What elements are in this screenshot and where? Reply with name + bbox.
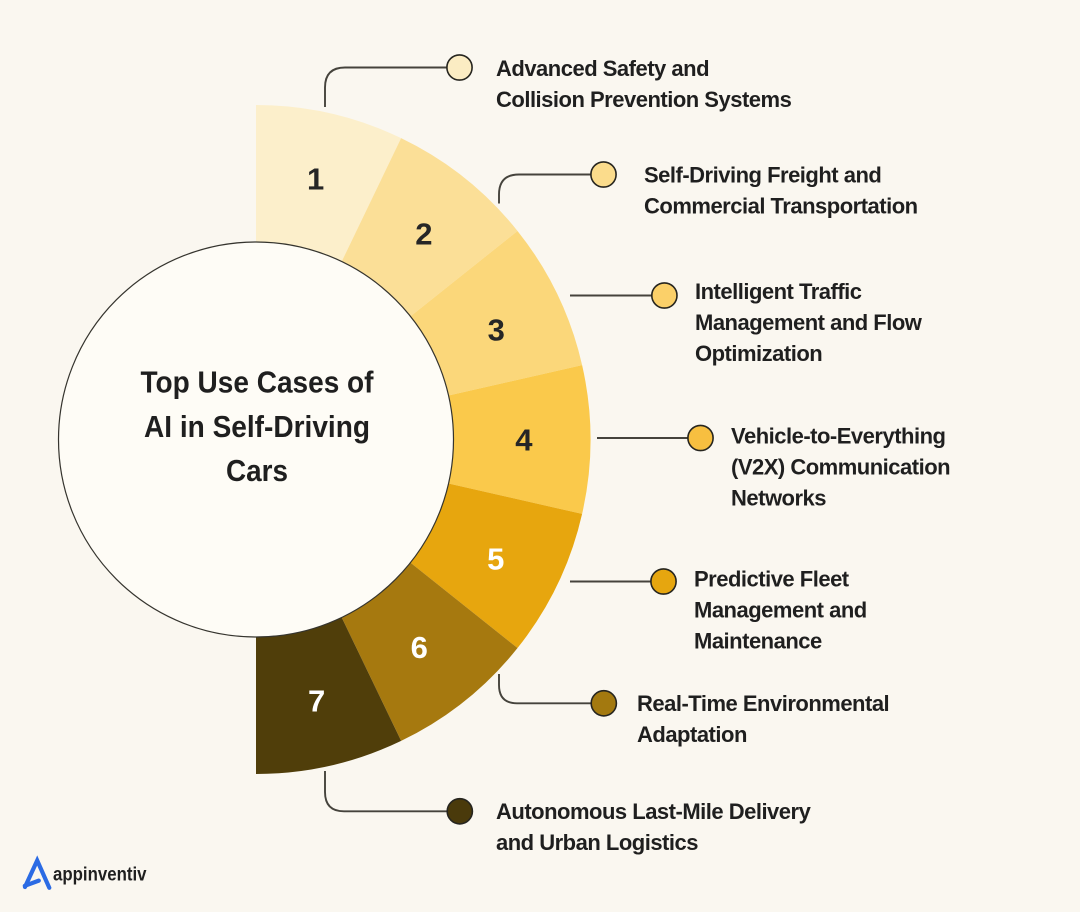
svg-text:Maintenance: Maintenance	[694, 629, 822, 654]
svg-text:7: 7	[308, 684, 325, 719]
svg-text:(V2X) Communication: (V2X) Communication	[731, 455, 950, 480]
svg-text:AI in Self-Driving: AI in Self-Driving	[144, 410, 370, 444]
svg-text:Optimization: Optimization	[695, 341, 822, 366]
svg-text:Advanced Safety and: Advanced Safety and	[496, 56, 709, 81]
svg-text:5: 5	[487, 541, 504, 576]
svg-text:and Urban Logistics: and Urban Logistics	[496, 830, 698, 855]
svg-text:Top Use Cases of: Top Use Cases of	[141, 366, 375, 400]
svg-text:Networks: Networks	[731, 486, 826, 511]
svg-text:2: 2	[415, 217, 432, 252]
svg-text:Management and Flow: Management and Flow	[695, 310, 923, 335]
svg-text:Autonomous Last-Mile Delivery: Autonomous Last-Mile Delivery	[496, 799, 812, 824]
svg-text:1: 1	[307, 162, 324, 197]
svg-text:Self-Driving Freight and: Self-Driving Freight and	[644, 163, 881, 188]
svg-text:Adaptation: Adaptation	[637, 722, 747, 747]
svg-text:Collision Prevention Systems: Collision Prevention Systems	[496, 87, 792, 112]
svg-text:4: 4	[515, 423, 533, 458]
svg-text:Commercial Transportation: Commercial Transportation	[644, 194, 918, 219]
svg-text:Real-Time Environmental: Real-Time Environmental	[637, 691, 889, 716]
svg-text:appinventiv: appinventiv	[53, 864, 147, 886]
svg-text:Intelligent Traffic: Intelligent Traffic	[695, 279, 862, 304]
svg-text:Cars: Cars	[226, 454, 288, 488]
svg-text:6: 6	[411, 630, 428, 665]
svg-text:Vehicle-to-Everything: Vehicle-to-Everything	[731, 424, 945, 449]
svg-text:Predictive Fleet: Predictive Fleet	[694, 567, 850, 592]
svg-text:3: 3	[488, 313, 505, 348]
svg-text:Management and: Management and	[694, 598, 867, 623]
